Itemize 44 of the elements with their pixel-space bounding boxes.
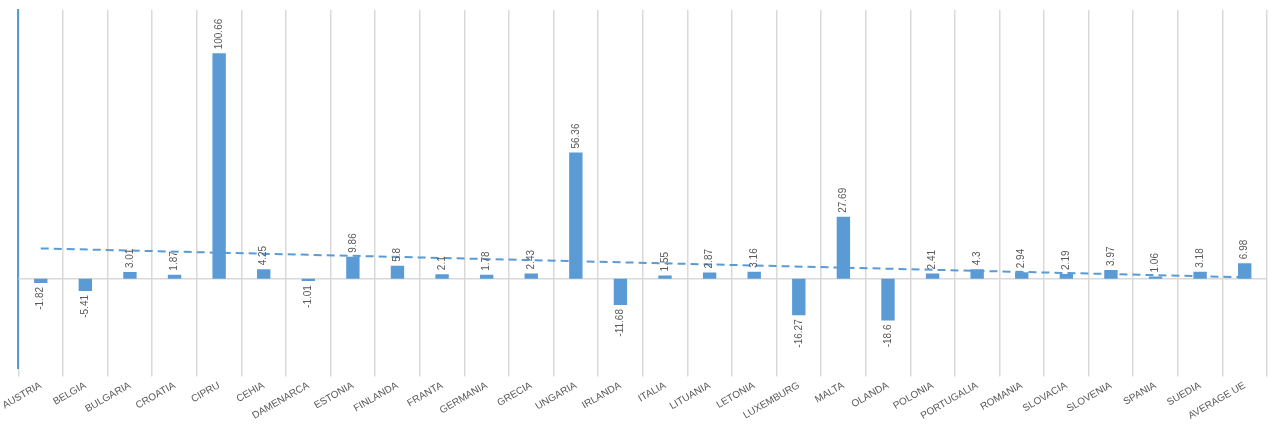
data-label: 2.87 (703, 248, 715, 269)
data-label: 2.41 (926, 249, 938, 270)
data-label: 9.86 (346, 232, 358, 253)
data-label: 2.1 (435, 255, 447, 271)
bar (613, 278, 628, 306)
data-label: 2.94 (1015, 248, 1027, 269)
data-label: 27.69 (837, 187, 849, 213)
data-label: -16.27 (792, 318, 804, 348)
bar (747, 271, 761, 279)
bar (435, 274, 449, 279)
data-label: -5.41 (79, 294, 91, 318)
data-label: 6.98 (1238, 239, 1250, 260)
bar (167, 274, 182, 279)
data-label: 56.36 (569, 123, 581, 149)
data-label: 3.97 (1104, 246, 1116, 266)
data-label: -18.6 (881, 324, 893, 348)
bar (479, 274, 494, 279)
data-label: 5.8 (391, 247, 403, 262)
data-label: 4.3 (970, 250, 982, 266)
bar (524, 273, 538, 279)
data-label: 3.16 (747, 247, 759, 268)
data-label: 1.55 (658, 251, 670, 272)
bar (257, 269, 271, 279)
data-label: 1.06 (1149, 252, 1161, 273)
bar (123, 272, 137, 279)
data-label: 3.01 (123, 248, 135, 269)
data-label: 100.66 (212, 18, 224, 50)
bar (881, 278, 895, 321)
data-label: 2.19 (1060, 250, 1072, 270)
data-label: -11.68 (614, 308, 626, 337)
data-label: -1.01 (302, 284, 314, 308)
data-label: 2.43 (525, 249, 536, 270)
data-label: 4.25 (257, 245, 269, 266)
bar (390, 265, 405, 279)
bar (792, 278, 806, 316)
bar (702, 272, 717, 279)
data-label: 1.87 (168, 250, 180, 271)
bar (34, 278, 48, 283)
bar (78, 278, 93, 291)
data-label: 1.78 (480, 250, 492, 271)
data-label: 3.18 (1193, 247, 1205, 268)
data-label: -1.82 (34, 286, 46, 310)
bar (658, 275, 672, 279)
bar (925, 273, 940, 279)
